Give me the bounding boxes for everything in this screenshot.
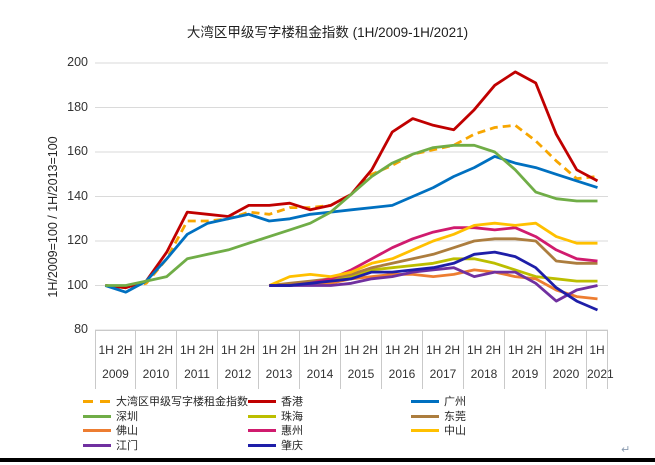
legend-label: 广州 <box>444 396 466 408</box>
legend-swatch <box>83 428 111 432</box>
x-axis-year-label: 2010 <box>142 367 170 381</box>
legend-label: 肇庆 <box>281 440 303 452</box>
y-tick-label-180: 180 <box>67 99 88 114</box>
x-axis-year-label: 2011 <box>184 367 210 381</box>
x-axis-year-label: 2019 <box>511 367 539 381</box>
legend-swatch <box>248 414 276 418</box>
legend-swatch <box>248 399 276 403</box>
legend-entry-香港: 香港 <box>248 394 303 408</box>
x-axis-year-label: 2012 <box>224 367 252 381</box>
legend-swatch <box>248 443 276 447</box>
legend-label: 深圳 <box>116 411 138 423</box>
legend-label: 大湾区甲级写字楼租金指数 <box>116 396 248 408</box>
y-tick-label-140: 140 <box>67 188 88 203</box>
legend-entry-肇庆: 肇庆 <box>248 438 303 452</box>
x-axis-year-2017: 1H 2H 2017 <box>423 331 464 389</box>
x-axis-halves-label: 1H 2H <box>98 343 133 357</box>
x-axis-year-label: 2021 <box>587 367 614 381</box>
x-axis-halves-label: 1H 2H <box>425 343 460 357</box>
x-axis-year-label: 2014 <box>306 367 334 381</box>
series-line-深圳 <box>105 143 598 287</box>
legend-label: 惠州 <box>281 425 303 437</box>
legend-label: 江门 <box>116 440 138 452</box>
x-axis-year-label: 2015 <box>347 367 375 381</box>
legend-swatch <box>83 414 111 418</box>
legend-entry-广州: 广州 <box>411 394 466 408</box>
x-axis-year-2018: 1H 2H 2018 <box>464 331 505 389</box>
x-axis-year-2011: 1H 2H 2011 <box>177 331 218 389</box>
x-axis-year-2016: 1H 2H 2016 <box>382 331 423 389</box>
x-axis-halves-label: 1H 2H <box>507 343 542 357</box>
series-line-佛山 <box>269 268 598 301</box>
legend-entry-大湾区甲级写字楼租金指数: 大湾区甲级写字楼租金指数 <box>83 394 248 408</box>
x-axis-halves-label: 1H 2H <box>138 343 173 357</box>
legend-swatch <box>83 399 111 403</box>
series-line-惠州 <box>269 226 598 287</box>
x-axis-halves-label: 1H 2H <box>343 343 378 357</box>
x-axis-halves-label: 1H <box>589 343 605 357</box>
x-axis-halves-label: 1H 2H <box>548 343 583 357</box>
y-tick-label-80: 80 <box>74 322 88 336</box>
legend-swatch <box>411 399 439 403</box>
x-axis-halves-label: 1H 2H <box>220 343 255 357</box>
series-line-肇庆 <box>269 250 599 312</box>
chart-title: 大湾区甲级写字楼租金指数 (1H/2009-1H/2021) <box>186 25 469 40</box>
x-axis-year-label: 2013 <box>265 367 293 381</box>
x-axis-year-2010: 1H 2H 2010 <box>136 331 177 389</box>
y-tick-label-160: 160 <box>67 144 88 158</box>
y-tick-label-100: 100 <box>67 277 88 292</box>
y-tick-label-200: 200 <box>67 55 88 69</box>
legend-entry-惠州: 惠州 <box>248 423 303 437</box>
x-axis-halves-label: 1H 2H <box>179 343 214 357</box>
x-axis-year-label: 2018 <box>470 367 498 381</box>
x-axis-halves-label: 1H 2H <box>466 343 501 357</box>
legend-label: 香港 <box>281 396 303 408</box>
x-axis-year-2012: 1H 2H 2012 <box>218 331 259 389</box>
x-axis-year-label: 2009 <box>102 367 129 381</box>
legend-swatch <box>248 428 276 432</box>
x-axis-year-2015: 1H 2H 2015 <box>341 331 382 389</box>
x-axis-year-2009: 1H 2H 2009 <box>95 331 136 389</box>
legend-swatch <box>411 428 439 432</box>
y-tick-label-120: 120 <box>67 233 88 247</box>
series-line-大湾区甲级写字楼租金指数 <box>105 123 598 290</box>
legend-label: 珠海 <box>281 411 303 423</box>
x-axis-year-label: 2016 <box>388 367 416 381</box>
legend-entry-珠海: 珠海 <box>248 409 303 423</box>
legend-label: 佛山 <box>116 425 138 437</box>
bottom-rule <box>0 458 655 462</box>
series-line-广州 <box>104 154 598 294</box>
x-axis-year-2014: 1H 2H 2014 <box>300 331 341 389</box>
x-axis-year-label: 2020 <box>552 367 580 381</box>
legend-entry-江门: 江门 <box>83 438 138 452</box>
legend-label: 中山 <box>444 425 466 437</box>
x-axis-year-label: 2017 <box>429 367 457 381</box>
legend-swatch <box>411 414 439 418</box>
x-axis-year-2019: 1H 2H 2019 <box>505 331 546 389</box>
legend-entry-佛山: 佛山 <box>83 423 138 437</box>
x-axis-year-2021: 1H 2021 <box>587 331 614 389</box>
x-axis-halves-label: 1H 2H <box>261 343 296 357</box>
x-axis-year-2013: 1H 2H 2013 <box>259 331 300 389</box>
series-line-中山 <box>268 221 598 287</box>
x-axis-halves-label: 1H 2H <box>384 343 419 357</box>
series-line-江门 <box>269 266 598 303</box>
x-axis-table: 1H 2H 2009 1H 2H 2010 1H 2H 2011 1H 2H 2012 1H 2… <box>95 330 614 389</box>
x-axis-halves-label: 1H 2H <box>302 343 337 357</box>
paragraph-return-icon: ↵ <box>621 444 631 456</box>
x-axis-year-2020: 1H 2H 2020 <box>546 331 587 389</box>
legend-swatch <box>83 443 111 447</box>
legend-entry-中山: 中山 <box>411 423 466 437</box>
legend-entry-深圳: 深圳 <box>83 409 138 423</box>
legend-label: 东莞 <box>444 411 466 423</box>
legend-entry-东莞: 东莞 <box>411 409 466 423</box>
